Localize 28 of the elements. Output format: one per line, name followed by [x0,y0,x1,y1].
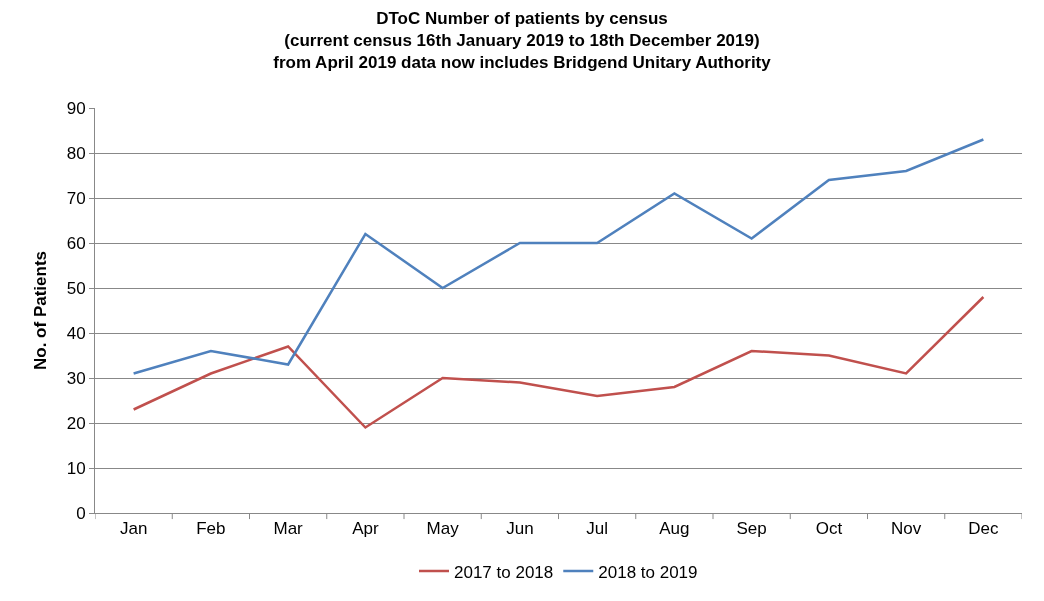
y-tick-label: 80 [66,143,86,163]
x-tick-label: Dec [968,519,999,539]
y-tick-label: 60 [66,233,86,253]
x-tick-label: Sep [736,519,767,539]
x-tick-label: Feb [196,519,226,539]
legend-label: 2018 to 2019 [598,562,698,582]
y-tick-label: 40 [66,323,86,343]
x-tick-label: Jan [119,519,148,539]
y-tick-label: 30 [66,368,86,388]
x-tick-label: Jul [586,519,608,539]
x-tick-label: May [426,519,460,539]
x-tick-label: Oct [815,519,843,539]
x-tick-label: Jun [506,519,534,539]
y-tick-label: 50 [66,278,86,298]
y-axis-title: No. of Patients [31,250,51,371]
y-tick-label: 0 [76,503,86,523]
x-tick-label: Nov [891,519,922,539]
x-tick-label: Apr [352,519,379,539]
line-series [132,295,985,429]
y-tick-label: 20 [66,413,86,433]
x-tick-label: Mar [273,519,304,539]
y-tick-label: 10 [66,458,86,478]
line-series [132,138,985,375]
chart-title: DToC Number of patients by census (current census 16th January 2019 to 18th December 2019) from April 2019 data now includes Bridgend Unitary Authority [273,9,772,73]
y-tick-label: 90 [66,98,86,118]
legend-label: 2017 to 2018 [454,562,554,582]
x-tick-label: Aug [659,519,690,539]
y-tick-label: 70 [66,188,86,208]
